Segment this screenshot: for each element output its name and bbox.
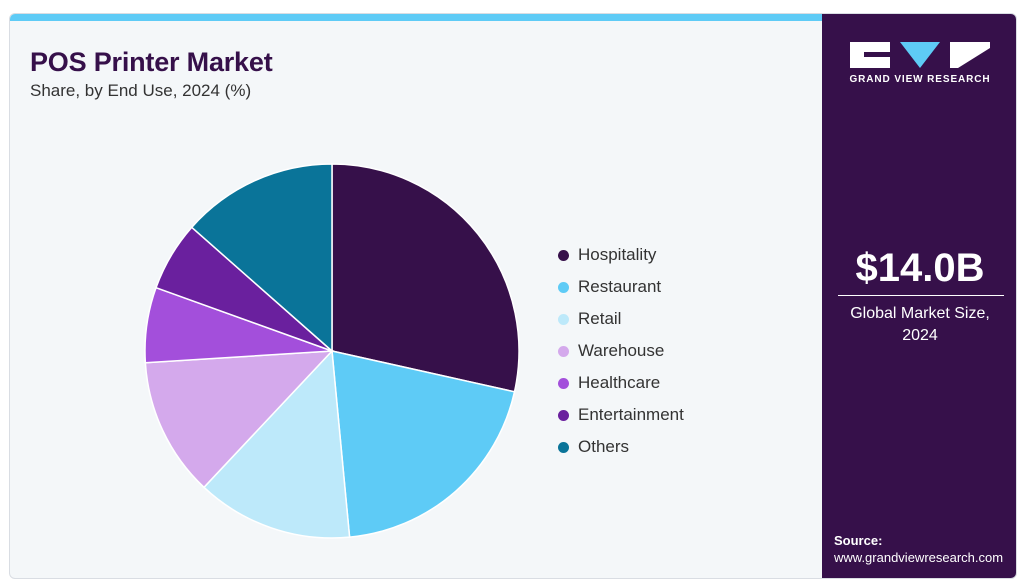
legend-swatch [558, 249, 569, 261]
sidebar-panel: GRAND VIEW RESEARCH $14.0B Global Market… [822, 14, 1016, 578]
legend-item-entertainment: Entertainment [558, 399, 684, 431]
legend-label: Hospitality [578, 245, 657, 264]
legend-label: Healthcare [578, 373, 661, 392]
legend-item-restaurant: Restaurant [558, 271, 684, 303]
legend-item-retail: Retail [558, 303, 684, 335]
legend-label: Restaurant [578, 277, 662, 296]
legend-label: Entertainment [578, 405, 684, 424]
legend-label: Others [578, 437, 630, 456]
pie-slice-restaurant [331, 350, 516, 538]
accent-bar [10, 14, 822, 21]
legend-label: Retail [578, 309, 622, 328]
pie-slice-hospitality [331, 163, 520, 393]
chart-card: POS Printer Market Share, by End Use, 20… [9, 13, 1017, 579]
legend-swatch [558, 345, 569, 357]
market-size-label: Global Market Size, 2024 [850, 305, 990, 344]
legend-item-hospitality: Hospitality [558, 239, 684, 271]
chart-title: POS Printer Market [30, 47, 273, 77]
legend-label: Warehouse [578, 341, 665, 360]
chart-legend: Hospitality Restaurant Retail Warehouse Heal… [558, 239, 684, 463]
legend-swatch [558, 441, 569, 453]
pie-chart [144, 163, 520, 539]
brand-name: GRAND VIEW RESEARCH [849, 74, 991, 85]
market-size-value: $14.0B [855, 246, 985, 290]
legend-swatch [558, 377, 569, 389]
legend-swatch [558, 313, 569, 325]
chart-area: POS Printer Market Share, by End Use, 20… [10, 21, 822, 578]
source-note: Source: www.grandviewresearch.com [834, 532, 1003, 566]
legend-item-others: Others [558, 431, 684, 463]
divider [838, 295, 1004, 296]
chart-subtitle: Share, by End Use, 2024 (%) [30, 81, 252, 100]
pie-slice-warehouse [144, 350, 334, 489]
pie-slice-retail [202, 349, 351, 539]
legend-swatch [558, 281, 569, 293]
legend-swatch [558, 409, 569, 421]
source-label: Source: [834, 533, 883, 548]
grand-view-research-logo [850, 42, 990, 68]
legend-item-healthcare: Healthcare [558, 367, 684, 399]
pie-slice-others [190, 163, 333, 353]
source-url[interactable]: www.grandviewresearch.com [834, 550, 1004, 565]
legend-item-warehouse: Warehouse [558, 335, 684, 367]
